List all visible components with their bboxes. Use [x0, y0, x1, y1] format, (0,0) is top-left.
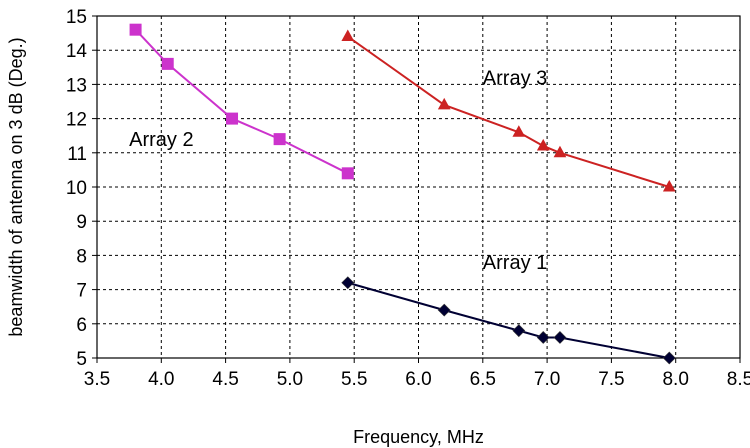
y-tick-label: 6 — [76, 315, 87, 336]
data-point — [662, 179, 676, 192]
data-point — [161, 57, 174, 70]
data-point — [341, 276, 355, 290]
x-axis-title: Frequency, MHz — [353, 427, 484, 447]
data-point — [437, 97, 451, 110]
series-line — [347, 281, 670, 359]
series-1 — [341, 276, 676, 365]
data-point — [437, 303, 451, 317]
series-label-array-2: Array 2 — [129, 129, 193, 151]
series-layer — [129, 23, 676, 365]
x-tick-label: 5.5 — [341, 369, 367, 390]
y-axis-title: beamwidth of antenna on 3 dB (Deg.) — [6, 37, 26, 336]
data-point — [129, 23, 142, 36]
x-tick-label: 7.5 — [598, 369, 624, 390]
data-point — [341, 167, 354, 180]
x-tick-label: 5.0 — [277, 369, 303, 390]
x-tick-label: 8.0 — [662, 369, 688, 390]
y-tick-label: 9 — [76, 212, 87, 233]
series-2 — [129, 23, 354, 180]
data-point — [553, 331, 567, 344]
series-line — [134, 28, 349, 175]
series-3 — [341, 29, 676, 192]
y-tick-label: 8 — [76, 246, 87, 267]
y-tick-label: 7 — [76, 281, 87, 302]
x-tick-label: 4.0 — [148, 369, 174, 390]
y-tick-label: 12 — [66, 110, 87, 131]
series-line — [347, 35, 670, 188]
grid — [97, 16, 740, 358]
data-point — [226, 112, 239, 125]
ticks: 3.5 4.0 4.5 5.0 5.5 6.0 6.5 7.0 7.5 8.0 8.5 5 6 7 8 9 10… — [66, 7, 750, 390]
data-point — [536, 331, 550, 344]
data-point — [512, 324, 526, 338]
x-tick-label: 3.5 — [84, 369, 110, 390]
y-tick-label: 14 — [66, 41, 88, 62]
y-tick-label: 10 — [66, 178, 87, 199]
data-point — [512, 125, 526, 137]
data-point — [273, 133, 286, 146]
data-point — [553, 145, 567, 158]
y-tick-label: 13 — [66, 75, 87, 96]
x-tick-label: 6.0 — [405, 369, 431, 390]
data-point — [662, 351, 676, 365]
data-point — [341, 29, 355, 42]
data-point — [536, 138, 550, 151]
x-tick-label: 7.0 — [534, 369, 560, 390]
y-tick-label: 11 — [67, 144, 87, 165]
x-tick-label: 4.5 — [212, 369, 238, 390]
series-label-array-1: Array 1 — [483, 252, 547, 274]
y-tick-label: 15 — [66, 7, 87, 28]
x-tick-label: 6.5 — [470, 369, 496, 390]
series-label-array-3: Array 3 — [483, 67, 547, 89]
x-tick-label: 8.5 — [727, 369, 750, 390]
y-tick-label: 5 — [76, 349, 87, 370]
